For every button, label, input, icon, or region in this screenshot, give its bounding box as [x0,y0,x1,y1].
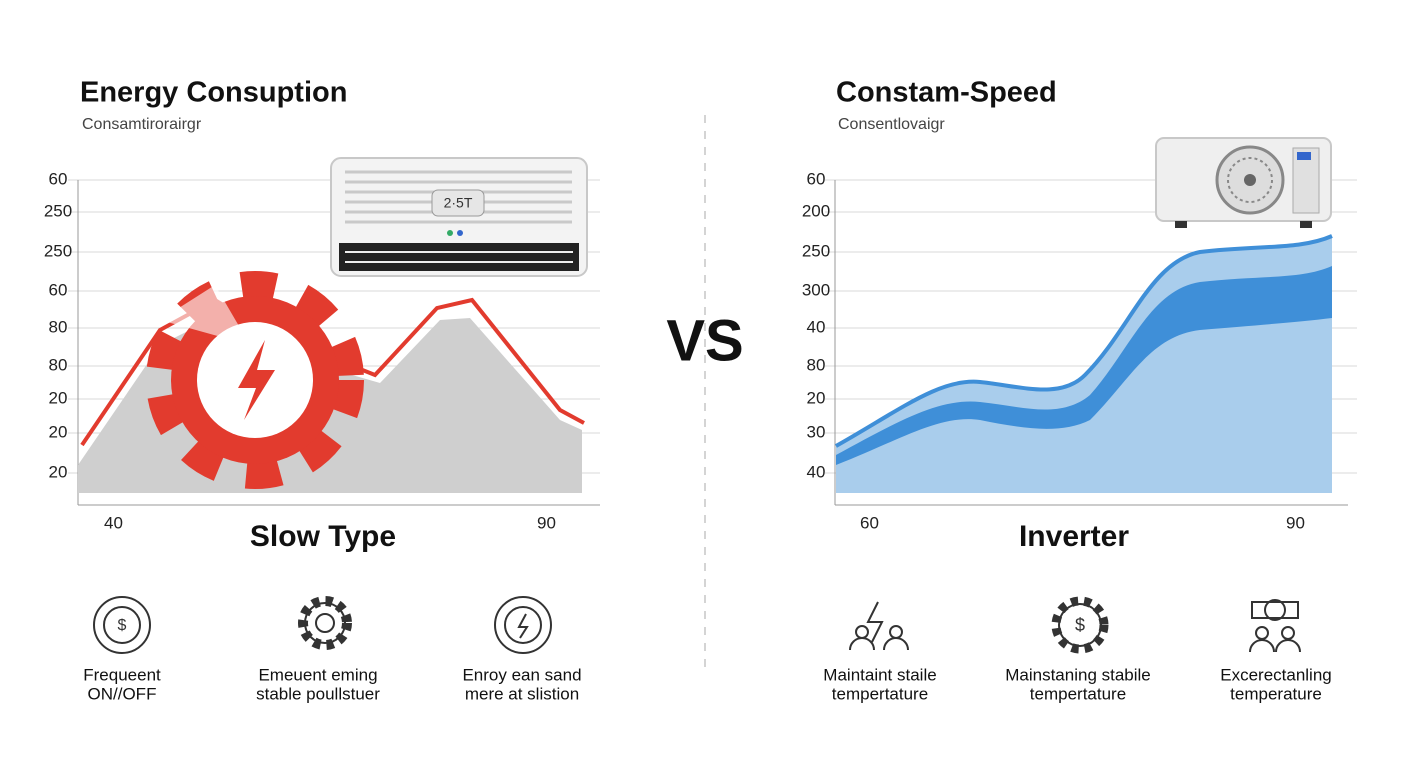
outdoor-ac-unit [1155,137,1332,228]
gear-icon [146,271,364,489]
light-area [836,236,1332,493]
y-label: 20 [49,462,68,481]
feature-text: Frequeent [83,665,161,684]
y-label: 250 [44,241,72,260]
dark-band [836,266,1332,465]
feature-text: mere at slistion [465,684,579,703]
left-label: Slow Type [250,520,396,553]
feature-text: Maintaint staile [823,665,936,684]
feature-text: Mainstaning stabile [1005,665,1151,684]
y-label: 80 [807,355,826,374]
y-label: 30 [807,422,826,441]
y-label: 250 [44,201,72,220]
svg-text:$: $ [118,617,127,634]
feature-icons: $ $ [93,596,1301,654]
indoor-ac-unit: 2·5T [330,157,588,277]
y-label: 40 [807,317,826,336]
y-label: 300 [802,280,830,299]
x-label: 90 [537,513,556,532]
left-subtitle: Consamtirorairgr [82,116,202,133]
y-label: 60 [807,169,826,188]
left-title: Energy Consuption [80,77,347,109]
x-label: 40 [104,513,123,532]
y-label: 250 [802,241,830,260]
blue-line [835,234,1333,448]
feature-text: Excerectanling [1220,665,1332,684]
right-subtitle: Consentlovaigr [838,116,945,133]
right-label: Inverter [1019,520,1129,553]
svg-text:$: $ [1075,615,1085,635]
x-label: 60 [860,513,879,532]
y-label: 40 [807,462,826,481]
feature-text: temperature [1230,684,1322,703]
y-label: 60 [49,169,68,188]
feature-text: tempertature [832,684,928,703]
y-label: 20 [49,388,68,407]
y-label: 20 [49,422,68,441]
feature-text: tempertature [1030,684,1126,703]
feature-text: ON//OFF [88,684,157,703]
y-label: 80 [49,355,68,374]
y-label: 200 [802,201,830,220]
x-label: 90 [1286,513,1305,532]
feature-text: stable poullstuer [256,684,380,703]
right-title: Constam-Speed [836,77,1057,109]
display-text: 2·5T [444,195,473,211]
feature-text: Emeuent eming [258,665,377,684]
vs-text: VS [666,308,743,373]
y-label: 20 [807,388,826,407]
y-label: 60 [49,280,68,299]
y-label: 80 [49,317,68,336]
feature-text: Enroy ean sand [462,665,581,684]
